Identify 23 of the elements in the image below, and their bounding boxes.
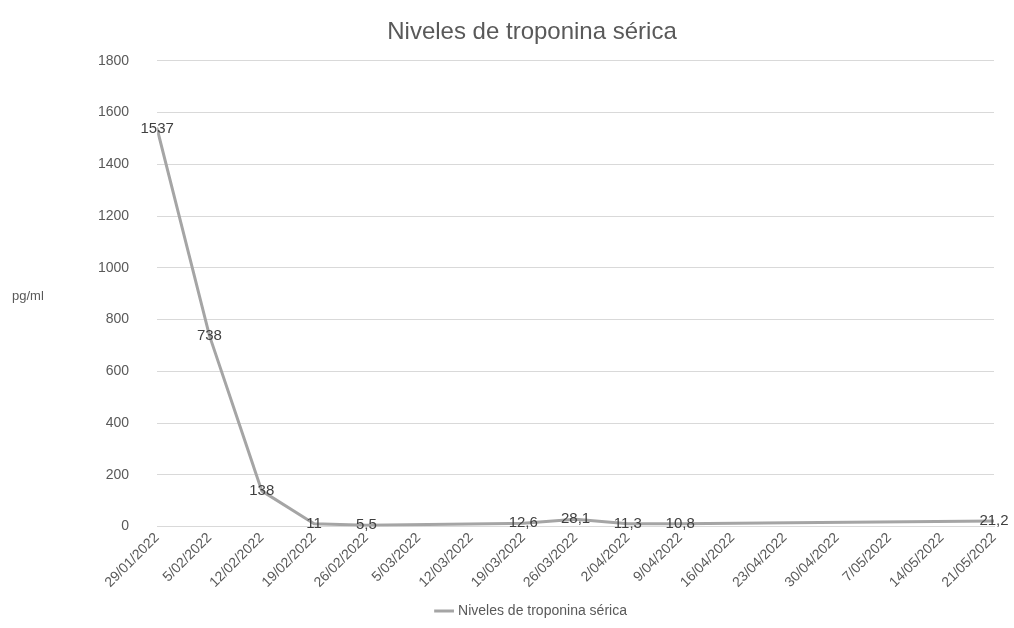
data-label: 138 bbox=[249, 481, 275, 499]
data-label: 11,3 bbox=[613, 513, 642, 531]
legend-label: Niveles de troponina sérica bbox=[458, 601, 628, 618]
y-tick-label: 0 bbox=[121, 517, 130, 534]
y-tick-label: 800 bbox=[105, 310, 130, 327]
data-label: 21,2 bbox=[979, 511, 1009, 529]
data-label: 10,8 bbox=[665, 513, 695, 531]
y-tick-label: 1000 bbox=[97, 258, 130, 275]
data-label: 738 bbox=[196, 325, 222, 343]
y-tick-label: 1600 bbox=[97, 103, 130, 120]
data-label: 11 bbox=[306, 513, 322, 531]
y-tick-label: 1400 bbox=[97, 155, 130, 172]
y-tick-label: 200 bbox=[105, 465, 130, 482]
y-axis-title: pg/ml bbox=[12, 288, 44, 304]
y-tick-label: 400 bbox=[105, 413, 130, 430]
y-tick-label: 1200 bbox=[97, 206, 130, 223]
data-label: 1537 bbox=[140, 119, 174, 136]
y-tick-label: 600 bbox=[105, 362, 130, 379]
data-label: 12,6 bbox=[508, 513, 538, 531]
chart-title: Niveles de troponina sérica bbox=[387, 17, 678, 45]
data-label: 28,1 bbox=[560, 509, 591, 527]
y-tick-label: 1800 bbox=[97, 51, 130, 68]
data-label: 5,5 bbox=[355, 515, 377, 533]
